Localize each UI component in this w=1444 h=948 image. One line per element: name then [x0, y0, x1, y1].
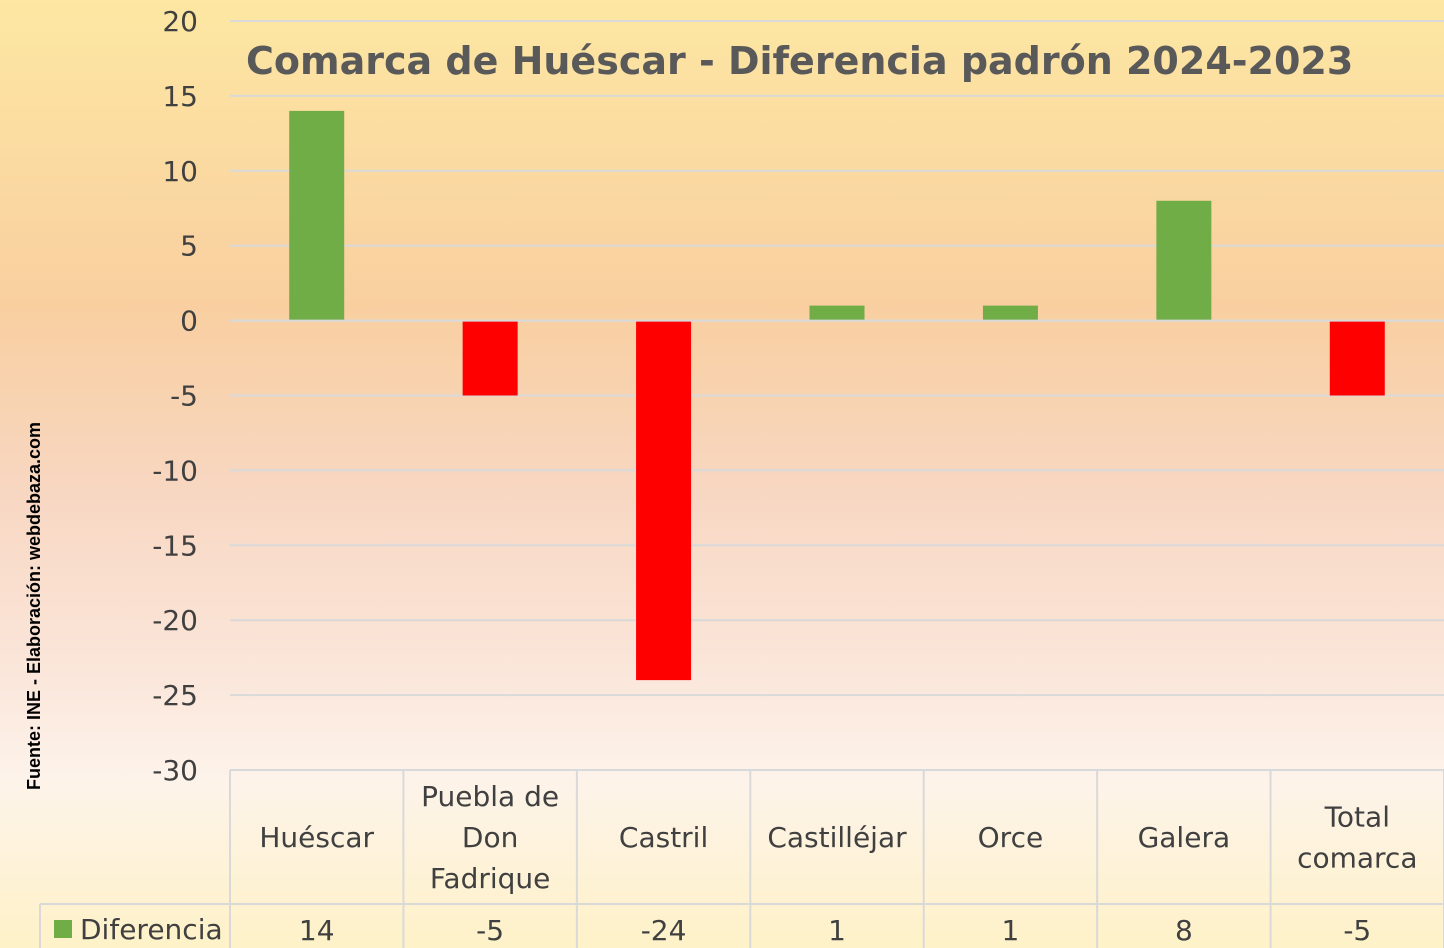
category-label: Don — [462, 821, 518, 854]
data-value-label: -5 — [1343, 914, 1371, 947]
data-value-label: 1 — [1002, 914, 1020, 947]
y-tick-label: 10 — [162, 155, 198, 188]
category-label: Castril — [619, 821, 708, 854]
y-tick-label: -20 — [152, 604, 198, 637]
category-label: Fadrique — [430, 862, 551, 895]
legend-label: Diferencia — [80, 913, 223, 946]
y-tick-label: -30 — [152, 754, 198, 787]
category-label: Galera — [1138, 821, 1231, 854]
category-label: Huéscar — [259, 821, 374, 854]
y-tick-label: 0 — [180, 305, 198, 338]
y-tick-label: 15 — [162, 80, 198, 113]
bar — [1329, 320, 1385, 396]
category-label: Puebla de — [421, 780, 559, 813]
data-value-label: -5 — [476, 914, 504, 947]
y-tick-label: -5 — [170, 380, 198, 413]
chart-title: Comarca de Huéscar - Diferencia padrón 2… — [246, 39, 1353, 83]
y-tick-label: -15 — [152, 529, 198, 562]
data-value-label: 1 — [828, 914, 846, 947]
data-value-label: 8 — [1175, 914, 1193, 947]
bar — [982, 305, 1038, 321]
y-tick-label: 20 — [162, 5, 198, 38]
category-label: Orce — [978, 821, 1044, 854]
category-label: Total — [1324, 801, 1390, 834]
bar — [289, 110, 345, 321]
data-value-label: -24 — [641, 914, 687, 947]
bar — [809, 305, 865, 321]
source-note: Fuente: INE - Elaboración: webdebaza.com — [24, 422, 44, 790]
data-value-label: 14 — [299, 914, 335, 947]
bar — [1156, 200, 1212, 321]
bar — [462, 320, 518, 396]
bar — [636, 320, 692, 681]
category-label: Castilléjar — [767, 821, 907, 854]
y-tick-label: -10 — [152, 454, 198, 487]
y-tick-label: 5 — [180, 230, 198, 263]
y-tick-label: -25 — [152, 679, 198, 712]
category-label: comarca — [1297, 842, 1417, 875]
legend-swatch — [54, 920, 72, 938]
